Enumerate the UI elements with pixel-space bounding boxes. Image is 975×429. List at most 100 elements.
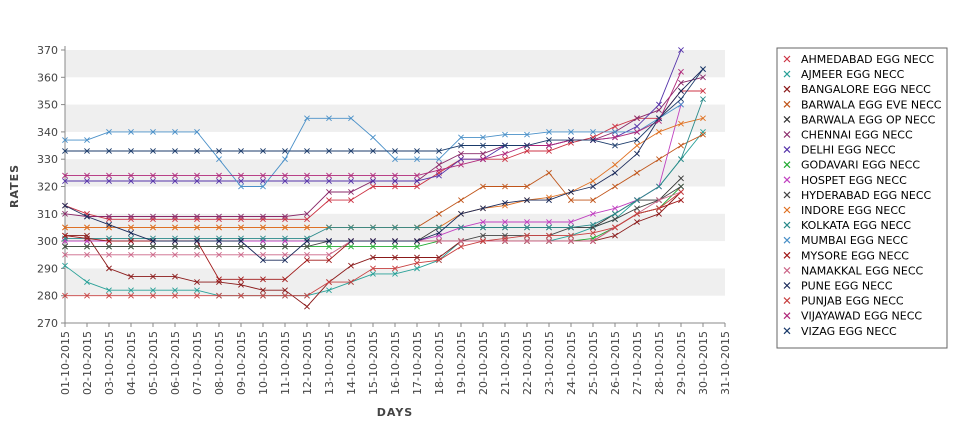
series-line (65, 98, 704, 239)
data-point (304, 115, 310, 122)
data-point (436, 224, 442, 231)
data-point (150, 216, 156, 223)
data-point (282, 251, 288, 258)
data-point (150, 213, 156, 220)
data-point (62, 235, 68, 242)
data-point (128, 172, 134, 179)
data-point (612, 123, 618, 130)
data-point (106, 235, 112, 242)
grid-band (65, 104, 725, 132)
data-point (106, 287, 112, 294)
data-point (590, 221, 596, 228)
legend-entry: GODAVARI EGG NECC (801, 159, 920, 172)
legend-marker (783, 161, 791, 169)
x-tick-label: 16-10-2015 (389, 331, 402, 395)
data-point (326, 172, 332, 179)
data-point (634, 128, 640, 135)
data-point (172, 172, 178, 179)
data-point (238, 216, 244, 223)
series-16 (62, 189, 684, 299)
series-11 (62, 96, 706, 242)
data-point (546, 219, 552, 225)
data-point (304, 243, 310, 250)
data-point (590, 137, 596, 144)
data-point (172, 128, 178, 135)
data-point (436, 156, 442, 163)
data-point (62, 178, 68, 184)
data-point (656, 210, 662, 217)
data-point (502, 238, 508, 245)
data-point (84, 279, 90, 285)
data-point (128, 224, 134, 231)
y-tick-label: 320 (37, 181, 58, 194)
data-point (678, 101, 684, 108)
data-point (546, 238, 552, 245)
series-18 (62, 66, 706, 154)
data-point (260, 251, 266, 258)
data-point (106, 213, 112, 220)
data-point (502, 202, 508, 209)
data-point (480, 134, 486, 141)
data-point (656, 118, 662, 124)
x-tick-label: 30-10-2015 (697, 331, 710, 395)
data-point (436, 148, 442, 154)
data-point (62, 224, 68, 231)
data-point (260, 178, 266, 184)
data-point (392, 254, 398, 261)
data-point (128, 148, 134, 154)
legend-marker (783, 266, 791, 274)
x-tick-label: 07-10-2015 (191, 331, 204, 395)
data-point (84, 137, 90, 144)
legend-entry: VIJAYAWAD EGG NECC (801, 310, 922, 323)
data-point (436, 167, 442, 174)
x-tick-label: 31-10-2015 (719, 331, 732, 395)
data-point (458, 142, 464, 149)
y-tick-label: 280 (37, 290, 58, 303)
data-point (260, 148, 266, 154)
data-point (194, 172, 200, 179)
data-point (700, 96, 706, 103)
data-point (590, 229, 596, 236)
data-point (414, 148, 420, 154)
y-axis-title: RATES (8, 164, 21, 208)
data-point (62, 137, 68, 144)
data-point (546, 197, 552, 204)
data-point (502, 183, 508, 190)
data-point (414, 172, 420, 179)
data-point (326, 178, 332, 184)
data-point (216, 172, 222, 179)
data-point (172, 243, 178, 250)
data-point (480, 224, 486, 231)
data-point (216, 276, 222, 283)
x-axis: 01-10-2015 02-10-2015 03-10-2015 04-10-2015… (59, 322, 732, 395)
legend-entry: DELHI EGG NECC (801, 144, 896, 157)
data-point (238, 213, 244, 220)
data-point (260, 224, 266, 231)
legend-marker (783, 236, 791, 244)
data-point (348, 172, 354, 179)
data-point (216, 148, 222, 154)
data-point (480, 205, 486, 212)
data-point (194, 148, 200, 154)
data-point (128, 251, 134, 258)
data-point (502, 224, 508, 231)
data-point (612, 169, 618, 176)
data-point (480, 219, 486, 225)
data-point (590, 224, 596, 231)
legend-entry: CHENNAI EGG NECC (801, 129, 913, 142)
data-point (414, 178, 420, 184)
data-point (656, 107, 662, 113)
x-tick-label: 22-10-2015 (521, 331, 534, 395)
data-point (84, 235, 90, 242)
data-point (656, 101, 662, 108)
data-point (480, 142, 486, 149)
data-point (612, 232, 618, 239)
data-point (370, 183, 376, 190)
data-point (150, 238, 156, 245)
data-point (414, 260, 420, 266)
legend-marker (783, 251, 791, 259)
x-tick-label: 02-10-2015 (81, 331, 94, 395)
data-point (238, 235, 244, 242)
data-point (370, 148, 376, 154)
data-point (216, 292, 222, 299)
